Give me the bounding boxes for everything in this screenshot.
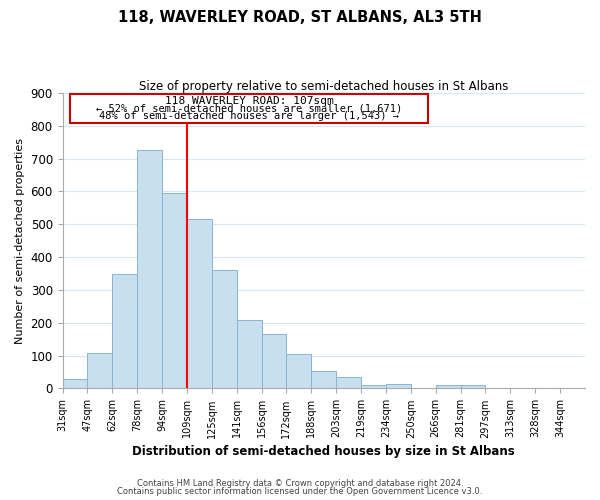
Bar xyxy=(187,220,212,388)
Y-axis label: Number of semi-detached properties: Number of semi-detached properties xyxy=(15,138,25,344)
Bar xyxy=(286,354,311,388)
Bar xyxy=(386,384,411,388)
Title: Size of property relative to semi-detached houses in St Albans: Size of property relative to semi-detach… xyxy=(139,80,508,93)
Text: 118 WAVERLEY ROAD: 107sqm: 118 WAVERLEY ROAD: 107sqm xyxy=(165,96,334,106)
Bar xyxy=(461,384,485,388)
Text: Contains HM Land Registry data © Crown copyright and database right 2024.: Contains HM Land Registry data © Crown c… xyxy=(137,478,463,488)
Bar xyxy=(112,274,137,388)
Text: Contains public sector information licensed under the Open Government Licence v3: Contains public sector information licen… xyxy=(118,487,482,496)
FancyBboxPatch shape xyxy=(70,94,428,122)
X-axis label: Distribution of semi-detached houses by size in St Albans: Distribution of semi-detached houses by … xyxy=(133,444,515,458)
Bar xyxy=(137,150,162,388)
Text: 48% of semi-detached houses are larger (1,543) →: 48% of semi-detached houses are larger (… xyxy=(99,111,399,121)
Bar xyxy=(236,320,262,388)
Bar xyxy=(361,384,386,388)
Bar xyxy=(162,193,187,388)
Bar xyxy=(212,270,236,388)
Text: 118, WAVERLEY ROAD, ST ALBANS, AL3 5TH: 118, WAVERLEY ROAD, ST ALBANS, AL3 5TH xyxy=(118,10,482,25)
Bar xyxy=(262,334,286,388)
Text: ← 52% of semi-detached houses are smaller (1,671): ← 52% of semi-detached houses are smalle… xyxy=(96,104,402,114)
Bar xyxy=(436,384,461,388)
Bar xyxy=(62,378,88,388)
Bar xyxy=(311,372,336,388)
Bar xyxy=(88,353,112,388)
Bar xyxy=(336,377,361,388)
